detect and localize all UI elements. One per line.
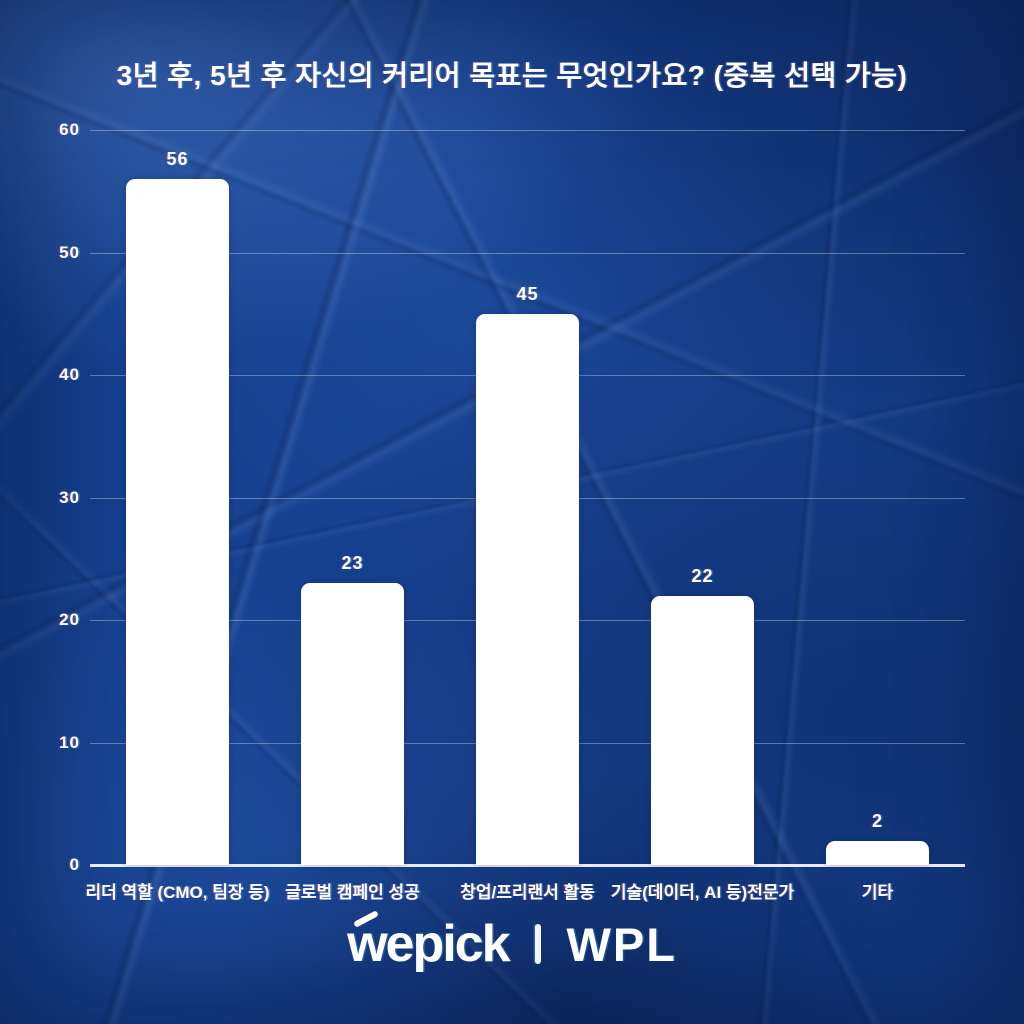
- bar-chart: 0 10 20 30 40 50 60 56 23 45 22 2 리더 역할 (CMO, 팀장 등…: [59, 120, 965, 902]
- y-axis-label-30: 30: [59, 487, 80, 507]
- x-axis-label-4: 기술(데이터, AI 등)전문가: [610, 883, 795, 902]
- bar-value-1: 56: [166, 149, 189, 169]
- y-axis-label-10: 10: [59, 732, 80, 752]
- bar-2: [301, 583, 404, 865]
- logo-separator-bar: |: [534, 924, 541, 964]
- x-axis-label-3: 창업/프리랜서 활동: [460, 883, 595, 902]
- bar-4: [651, 595, 754, 865]
- bar-value-4: 22: [691, 565, 714, 586]
- y-axis-label-60: 60: [59, 120, 80, 139]
- wpl-logo: WPL: [566, 917, 677, 971]
- y-axis-label-0: 0: [69, 855, 80, 874]
- x-axis-label-5: 기타: [861, 883, 894, 902]
- bar-value-5: 2: [871, 810, 883, 831]
- bar-1: [126, 179, 229, 865]
- bar-3: [476, 313, 579, 865]
- chart-title: 3년 후, 5년 후 자신의 커리어 목표는 무엇인가요? (중복 선택 가능): [116, 60, 908, 91]
- brand-footer: wepick | WPL: [0, 910, 1024, 971]
- y-axis-label-20: 20: [59, 610, 80, 629]
- gridline-60: [90, 130, 965, 131]
- bar-value-3: 45: [516, 283, 539, 304]
- y-axis-label-50: 50: [59, 242, 80, 262]
- x-axis-label-1: 리더 역할 (CMO, 팀장 등): [85, 883, 270, 902]
- wepick-logo: wepick: [347, 910, 511, 970]
- y-axis-label-40: 40: [59, 365, 80, 384]
- x-axis-line: [90, 864, 965, 867]
- bar-value-2: 23: [341, 553, 364, 574]
- x-axis-label-2: 글로벌 캠페인 성공: [285, 883, 420, 902]
- gridline-50: [90, 252, 965, 254]
- bar-5: [826, 840, 929, 865]
